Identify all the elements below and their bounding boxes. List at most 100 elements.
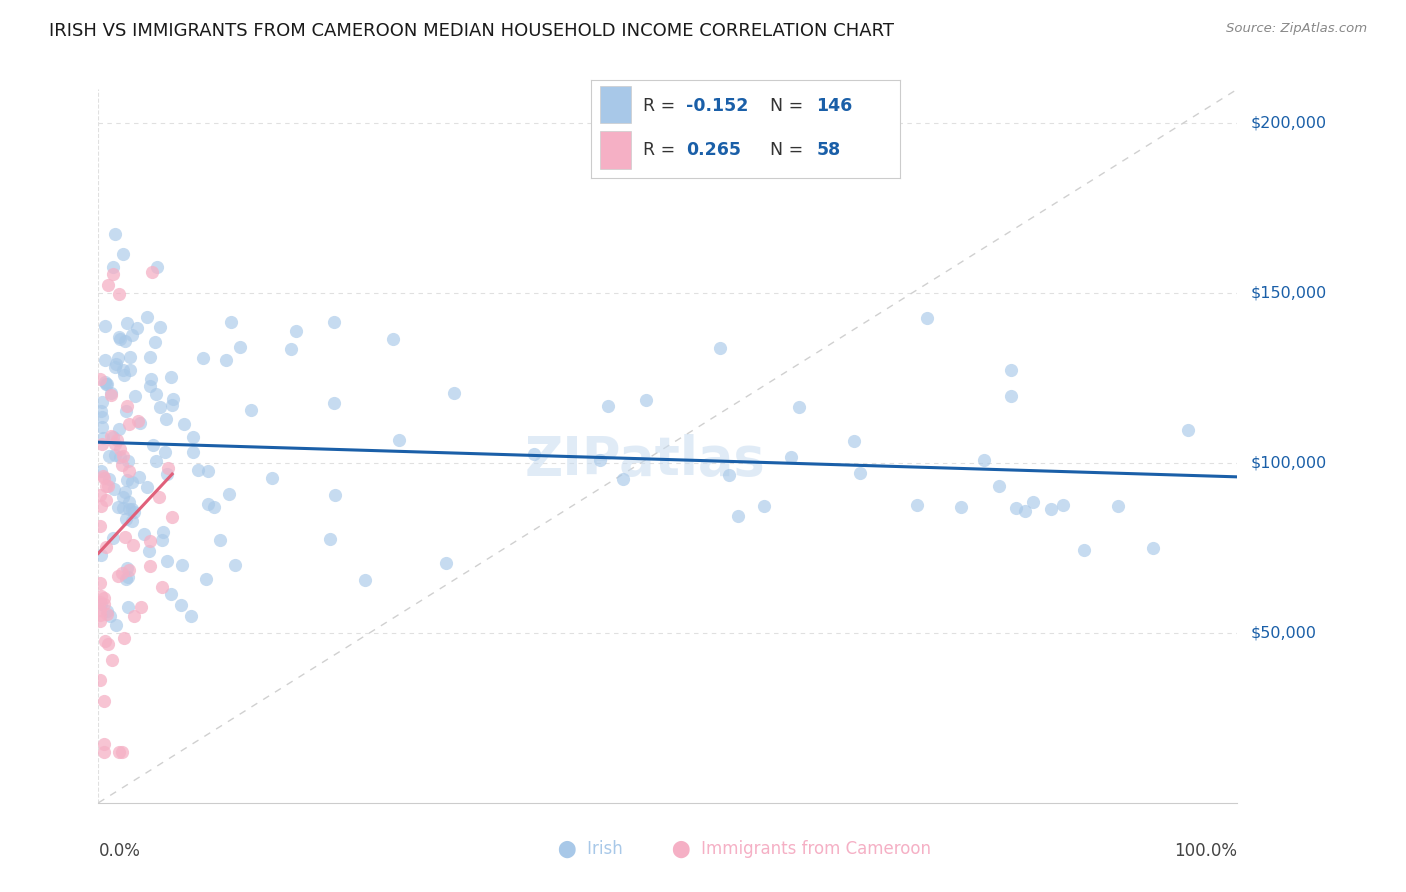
Point xyxy=(195,572,218,586)
Text: $50,000: $50,000 xyxy=(1251,625,1317,640)
Point xyxy=(145,454,167,468)
Point xyxy=(1005,500,1028,515)
Point xyxy=(93,737,115,751)
Text: ZIPatlas: ZIPatlas xyxy=(524,434,765,486)
Point xyxy=(121,538,143,552)
Point xyxy=(124,389,146,403)
Point xyxy=(150,580,173,594)
Point xyxy=(107,434,129,448)
Point xyxy=(108,450,131,464)
Point xyxy=(110,332,132,346)
Point xyxy=(96,479,118,493)
Point xyxy=(149,320,172,334)
Point xyxy=(104,448,127,462)
Point xyxy=(202,500,225,514)
Text: N =: N = xyxy=(770,97,808,115)
Point xyxy=(93,694,115,708)
Bar xyxy=(600,87,631,123)
Point xyxy=(842,434,865,448)
Point xyxy=(93,471,115,485)
Point xyxy=(112,490,135,504)
Point xyxy=(118,417,141,431)
Point xyxy=(111,458,134,473)
Point xyxy=(90,404,112,418)
Point xyxy=(434,557,457,571)
Point xyxy=(146,260,169,274)
Point xyxy=(117,454,139,468)
Point xyxy=(93,745,115,759)
Point xyxy=(89,603,111,617)
Point xyxy=(121,327,143,342)
Point xyxy=(181,430,204,444)
Point xyxy=(117,570,139,584)
Point xyxy=(121,475,143,489)
Point xyxy=(107,500,129,514)
Point xyxy=(148,490,170,504)
Text: $100,000: $100,000 xyxy=(1251,456,1327,470)
Point xyxy=(197,497,219,511)
Point xyxy=(209,533,232,547)
Point xyxy=(110,442,132,456)
Point xyxy=(1073,542,1095,557)
Point xyxy=(122,608,145,623)
Point xyxy=(1014,504,1036,518)
Point xyxy=(122,505,145,519)
Point xyxy=(100,429,122,443)
Point xyxy=(98,608,121,623)
Point xyxy=(93,469,115,483)
Point xyxy=(114,404,136,418)
Point xyxy=(323,487,346,501)
Point xyxy=(89,673,111,687)
Point xyxy=(224,558,246,573)
Point xyxy=(91,431,114,445)
Text: ⬤  Irish: ⬤ Irish xyxy=(558,840,623,858)
Point xyxy=(108,286,131,301)
Point xyxy=(988,479,1011,493)
Point xyxy=(1052,498,1074,512)
Point xyxy=(118,502,141,516)
Point xyxy=(709,342,731,356)
Text: 0.0%: 0.0% xyxy=(98,842,141,860)
Point xyxy=(905,498,928,512)
Point xyxy=(134,527,156,541)
Point xyxy=(138,543,160,558)
Point xyxy=(114,334,136,349)
Point xyxy=(388,433,411,447)
Point xyxy=(111,745,134,759)
Point xyxy=(280,342,302,356)
Point xyxy=(118,350,141,364)
Point xyxy=(96,604,118,618)
Point xyxy=(97,479,120,493)
Point xyxy=(136,480,159,494)
Point xyxy=(94,319,117,334)
Point xyxy=(139,379,162,393)
Point xyxy=(97,449,120,463)
Point xyxy=(115,561,138,575)
Point xyxy=(89,488,111,502)
Point xyxy=(172,558,194,572)
Point xyxy=(142,438,165,452)
Point xyxy=(143,334,166,349)
Point xyxy=(94,376,117,390)
Point xyxy=(353,573,375,587)
Text: 100.0%: 100.0% xyxy=(1174,842,1237,860)
Point xyxy=(138,351,160,365)
Point xyxy=(89,372,111,386)
Point xyxy=(183,444,205,458)
Point xyxy=(96,277,118,292)
Point xyxy=(93,597,115,611)
Text: R =: R = xyxy=(643,97,681,115)
Point xyxy=(145,386,167,401)
Point xyxy=(89,614,111,628)
Point xyxy=(90,548,112,562)
Point xyxy=(187,463,209,477)
Point xyxy=(973,453,995,467)
Point xyxy=(118,464,141,478)
Point xyxy=(120,363,142,377)
Point xyxy=(89,576,111,591)
Point xyxy=(156,467,179,482)
Point xyxy=(112,631,135,645)
Point xyxy=(191,351,214,366)
Point xyxy=(108,330,131,344)
Point xyxy=(111,566,134,580)
